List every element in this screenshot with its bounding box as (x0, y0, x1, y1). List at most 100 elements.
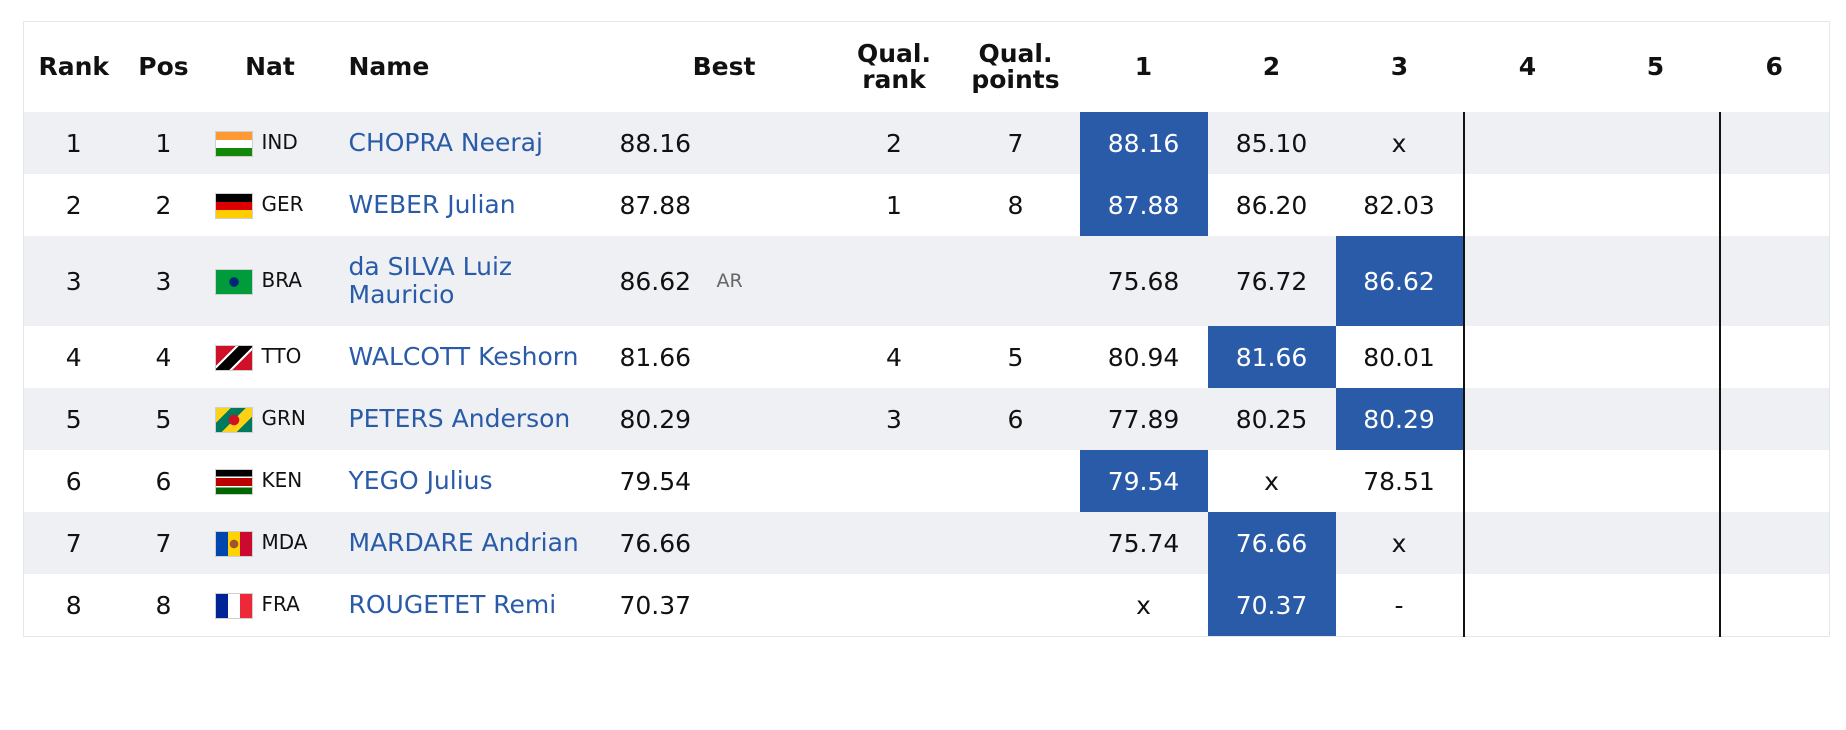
attempt-6-cell (1718, 512, 1830, 574)
attempt-2-cell: x (1207, 450, 1336, 512)
pos-cell: 6 (123, 450, 204, 512)
attempt-1-cell: 79.54 (1079, 450, 1208, 512)
attempt-3-cell: 86.62 (1335, 236, 1464, 326)
athlete-name-link[interactable]: WALCOTT Keshorn (348, 342, 579, 371)
results-body: 1 1 IND CHOPRA Neeraj 88.16 2 7 88.16 85… (23, 112, 1830, 637)
attempt-5-cell (1591, 326, 1720, 388)
attempt-3-cell: - (1335, 574, 1464, 637)
attempt-6-cell (1718, 450, 1830, 512)
trinidad-flag-icon (215, 345, 252, 370)
athlete-name-cell: WEBER Julian (336, 174, 612, 236)
record-badge (716, 574, 837, 637)
attempt-1-cell: 75.68 (1079, 236, 1208, 326)
attempt-4-cell (1462, 326, 1592, 388)
qual-rank-cell (836, 236, 952, 326)
attempt-6-cell (1718, 326, 1830, 388)
athlete-name-cell: WALCOTT Keshorn (336, 326, 612, 388)
attempt-2-cell: 81.66 (1207, 326, 1336, 388)
qual-points-cell: 6 (951, 388, 1080, 450)
brazil-flag-icon (215, 269, 252, 294)
table-row: 3 3 BRA da SILVA Luiz Mauricio 86.62 AR … (23, 236, 1830, 326)
attempt-4-cell (1462, 112, 1592, 174)
table-row: 2 2 GER WEBER Julian 87.88 1 8 87.88 86.… (23, 174, 1830, 236)
kenya-flag-icon (215, 469, 252, 494)
athlete-name-link[interactable]: CHOPRA Neeraj (348, 128, 543, 157)
attempt-1-cell: 75.74 (1079, 512, 1208, 574)
nat-code: FRA (261, 592, 300, 617)
attempt-2-cell: 70.37 (1207, 574, 1336, 637)
qual-points-cell: 7 (951, 112, 1080, 174)
germany-flag-icon (215, 193, 252, 218)
attempt-1-cell: 80.94 (1079, 326, 1208, 388)
best-mark-cell: 86.62 (611, 236, 717, 326)
athlete-name-link[interactable]: WEBER Julian (348, 190, 516, 219)
attempt-2-cell: 76.66 (1207, 512, 1336, 574)
results-table: Rank Pos Nat Name Best Qual. rank Qual. po… (23, 21, 1830, 637)
attempt-6-cell (1718, 112, 1830, 174)
nat-code: BRA (261, 268, 303, 293)
header-qual-rank-line2: rank (862, 65, 926, 94)
athlete-name-cell: PETERS Anderson (336, 388, 612, 450)
nat-cell: TTO (203, 326, 337, 388)
athlete-name-cell: da SILVA Luiz Mauricio (336, 236, 612, 326)
attempt-5-cell (1591, 512, 1720, 574)
attempt-5-cell (1591, 236, 1720, 326)
header-qual-points-line1: Qual. (978, 39, 1053, 68)
header-qual-points: Qual. points (951, 21, 1080, 112)
nat-code: TTO (261, 344, 302, 369)
attempt-3-cell: 80.29 (1335, 388, 1464, 450)
attempt-2-cell: 85.10 (1207, 112, 1336, 174)
rank-cell: 7 (23, 512, 124, 574)
athlete-name-link[interactable]: ROUGETET Remi (348, 590, 557, 619)
pos-cell: 2 (123, 174, 204, 236)
grenada-flag-icon (215, 407, 252, 432)
record-badge (716, 326, 837, 388)
rank-cell: 8 (23, 574, 124, 637)
attempt-1-cell: 77.89 (1079, 388, 1208, 450)
athlete-name-link[interactable]: MARDARE Andrian (348, 528, 579, 557)
athlete-name-cell: CHOPRA Neeraj (336, 112, 612, 174)
header-attempt-3: 3 (1335, 21, 1464, 112)
table-row: 5 5 GRN PETERS Anderson 80.29 3 6 77.89 … (23, 388, 1830, 450)
athlete-name-link[interactable]: da SILVA Luiz Mauricio (348, 252, 513, 309)
attempt-3-cell: x (1335, 112, 1464, 174)
table-row: 1 1 IND CHOPRA Neeraj 88.16 2 7 88.16 85… (23, 112, 1830, 174)
best-mark-cell: 81.66 (611, 326, 717, 388)
attempt-4-cell (1462, 512, 1592, 574)
header-attempt-2: 2 (1207, 21, 1336, 112)
attempt-6-cell (1718, 236, 1830, 326)
qual-rank-cell (836, 450, 952, 512)
attempt-3-cell: 78.51 (1335, 450, 1464, 512)
header-attempt-6: 6 (1719, 21, 1830, 112)
header-attempt-4: 4 (1463, 21, 1592, 112)
rank-cell: 2 (23, 174, 124, 236)
moldova-flag-icon (215, 531, 252, 556)
attempt-6-cell (1718, 174, 1830, 236)
qual-points-cell (951, 450, 1080, 512)
athlete-name-link[interactable]: PETERS Anderson (348, 404, 571, 433)
header-attempt-1: 1 (1079, 21, 1208, 112)
header-nat: Nat (203, 21, 337, 112)
rank-cell: 4 (23, 326, 124, 388)
rank-cell: 3 (23, 236, 124, 326)
india-flag-icon (215, 131, 252, 156)
qual-points-cell (951, 574, 1080, 637)
nat-cell: GRN (203, 388, 337, 450)
nat-cell: BRA (203, 236, 337, 326)
nat-code: MDA (261, 530, 308, 555)
athlete-name-cell: MARDARE Andrian (336, 512, 612, 574)
rank-cell: 5 (23, 388, 124, 450)
best-mark-cell: 87.88 (611, 174, 717, 236)
pos-cell: 1 (123, 112, 204, 174)
athlete-name-link[interactable]: YEGO Julius (348, 466, 493, 495)
attempt-5-cell (1591, 174, 1720, 236)
attempt-4-cell (1462, 174, 1592, 236)
pos-cell: 4 (123, 326, 204, 388)
pos-cell: 5 (123, 388, 204, 450)
pos-cell: 7 (123, 512, 204, 574)
attempt-6-cell (1718, 574, 1830, 637)
qual-rank-cell (836, 574, 952, 637)
qual-points-cell: 8 (951, 174, 1080, 236)
attempt-5-cell (1591, 574, 1720, 637)
rank-cell: 1 (23, 112, 124, 174)
